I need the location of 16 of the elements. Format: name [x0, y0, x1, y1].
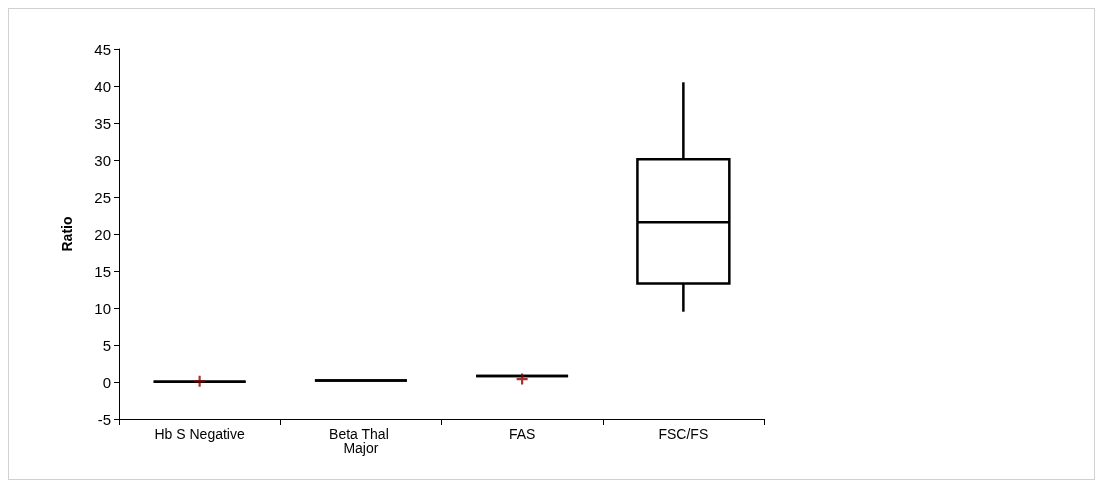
y-tick-label: 40: [94, 77, 111, 95]
y-tick-label: 0: [102, 373, 111, 391]
x-tick-label: FSC/FS: [658, 426, 709, 442]
y-tick-label: 10: [94, 299, 111, 317]
y-tick-label: 15: [94, 262, 111, 280]
x-tick-label: FAS: [508, 426, 536, 442]
y-tick-label: 5: [102, 336, 111, 354]
y-tick-label: 45: [94, 40, 111, 58]
y-axis-title: Ratio: [59, 216, 75, 252]
y-tick-label: 35: [94, 114, 111, 132]
x-tick-label: Beta Thal Major: [329, 426, 393, 456]
y-tick-label: 30: [94, 151, 111, 169]
y-tick-label: -5: [97, 410, 111, 428]
y-tick-label: 25: [94, 188, 111, 206]
x-tick-label: Hb S Negative: [154, 426, 245, 442]
y-tick-label: 20: [94, 225, 111, 243]
